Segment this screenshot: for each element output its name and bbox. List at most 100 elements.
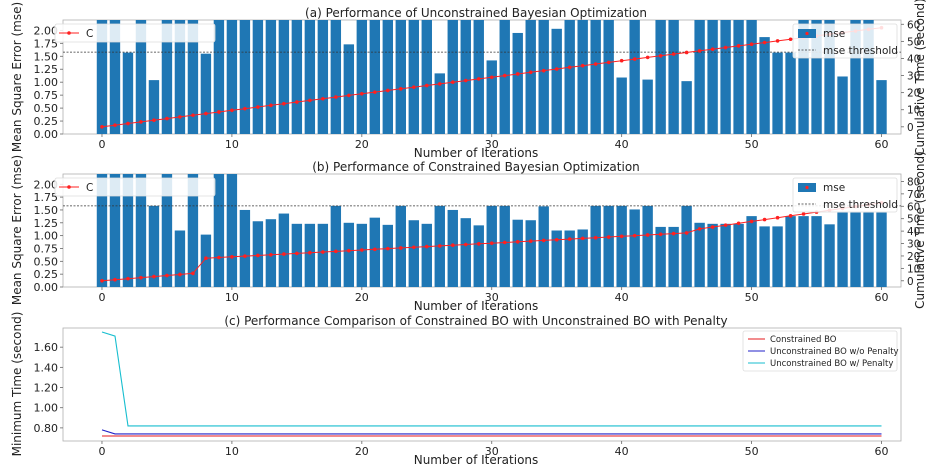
panel-a-legend-mse-marker	[805, 31, 809, 36]
cumulative-time-point	[321, 96, 325, 101]
cumulative-time-point	[204, 256, 208, 260]
cumulative-time-point	[645, 55, 650, 60]
cumulative-time-point	[347, 93, 351, 98]
panel-b-legend-threshold-label: mse threshold	[823, 199, 898, 211]
panel-a-legend-time-label: C	[86, 28, 93, 40]
cumulative-time-point	[723, 223, 728, 227]
panel-b-legend-mse-label: mse	[823, 182, 845, 194]
mse-bar	[733, 223, 744, 287]
y-tick-label: 1.50	[34, 204, 59, 217]
mse-bar	[863, 20, 874, 134]
cumulative-time-point	[762, 40, 767, 45]
y-tick-label: 0.75	[34, 242, 59, 255]
panel-a-legend-right: mse mse threshold	[792, 23, 898, 59]
panel-a-x-ticks: 0 10 20 30 40 50 60	[98, 134, 889, 151]
mse-bar	[863, 212, 874, 287]
panel-a-y-ticks: 0.000.250.500.751.001.251.501.752.00	[34, 24, 63, 141]
mse-bar	[603, 205, 614, 287]
panel-b-legend-right: mse mse threshold	[792, 177, 898, 213]
cumulative-time-point	[217, 110, 221, 114]
cumulative-time-point	[775, 215, 780, 220]
cumulative-time-point	[762, 217, 767, 222]
cumulative-time-point	[282, 252, 286, 256]
cumulative-time-point	[710, 225, 715, 229]
mse-bar	[239, 20, 251, 134]
panel-b-y-axis-label: Mean Square Error (mse)	[10, 155, 24, 305]
cumulative-time-point	[632, 233, 637, 238]
x-tick-label: 50	[745, 291, 759, 304]
mse-bar	[746, 20, 757, 134]
y-tick-label: 1.75	[34, 37, 59, 50]
cumulative-time-point	[243, 106, 247, 111]
panel-b-legend-mse-marker	[805, 185, 809, 190]
y-tick-label: 0.00	[34, 281, 59, 294]
mse-bar	[135, 174, 147, 287]
y2-tick-label: 0	[907, 276, 914, 288]
cumulative-time-point	[684, 50, 689, 55]
mse-bar	[148, 205, 160, 287]
cumulative-time-point	[308, 98, 312, 103]
cumulative-time-point	[126, 276, 130, 281]
mse-bar	[408, 20, 419, 134]
cumulative-time-point	[295, 251, 299, 256]
cumulative-time-point	[398, 246, 403, 250]
panel-b-constrained-bo: (b) Performance of Constrained Bayesian …	[10, 151, 927, 313]
x-tick-label: 30	[485, 445, 499, 458]
y-tick-label: 0.25	[34, 115, 59, 128]
cumulative-time-point	[424, 83, 429, 88]
mse-bar	[824, 20, 835, 134]
panel-b-x-ticks: 0 10 20 30 40 50 60	[98, 287, 889, 304]
mse-bar	[733, 20, 744, 134]
mse-bar	[460, 20, 471, 134]
cumulative-time-point	[347, 248, 351, 253]
cumulative-time-point	[697, 49, 702, 53]
mse-bar	[304, 20, 316, 134]
mse-bar	[291, 223, 303, 287]
y2-tick-label: 60	[907, 19, 920, 31]
mse-bar	[382, 224, 394, 287]
mse-bar	[486, 205, 497, 287]
cumulative-time-point	[541, 68, 546, 73]
mse-bar	[330, 20, 342, 134]
panel-b-legend-right-box	[792, 177, 898, 213]
y-tick-label: 1.40	[34, 361, 59, 374]
cumulative-time-point	[580, 63, 585, 68]
cumulative-time-point	[398, 87, 403, 91]
x-tick-label: 30	[485, 138, 499, 151]
mse-bar	[629, 20, 640, 134]
x-tick-label: 40	[615, 445, 629, 458]
cumulative-time-point	[502, 240, 507, 245]
mse-bar	[200, 53, 212, 134]
cumulative-time-point	[230, 255, 234, 259]
cumulative-time-point	[386, 246, 390, 251]
mse-bar	[135, 20, 147, 134]
mse-bar	[356, 223, 368, 287]
panel-c-y-axis-label: Minimum Time (second)	[10, 312, 24, 457]
panel-a-legend-left-box	[54, 23, 216, 43]
cumulative-time-point	[684, 231, 689, 235]
y-tick-label: 1.75	[34, 191, 59, 204]
mse-bar	[824, 224, 835, 287]
cumulative-time-point	[606, 235, 611, 239]
panel-b-bars	[96, 174, 887, 287]
cumulative-time-point	[386, 88, 390, 93]
mse-bar	[837, 76, 848, 134]
mse-bar	[603, 20, 614, 134]
y-tick-label: 1.50	[34, 50, 59, 63]
mse-bar	[772, 226, 783, 287]
panel-c-comparison: (c) Performance Comparison of Constraine…	[10, 312, 902, 467]
mse-bar	[525, 20, 536, 134]
mse-bar	[96, 174, 108, 287]
cumulative-time-point	[736, 221, 741, 226]
x-tick-label: 20	[355, 445, 369, 458]
mse-bar	[122, 52, 134, 134]
cumulative-time-point	[269, 103, 273, 108]
mse-bar	[486, 60, 497, 134]
mse-bar	[317, 223, 329, 287]
mse-bar	[278, 20, 290, 134]
y-tick-label: 1.20	[34, 382, 59, 395]
y2-tick-label: 10	[907, 263, 920, 275]
mse-bar	[434, 73, 445, 134]
cumulative-time-point	[554, 237, 559, 242]
cumulative-time-point	[256, 253, 260, 258]
